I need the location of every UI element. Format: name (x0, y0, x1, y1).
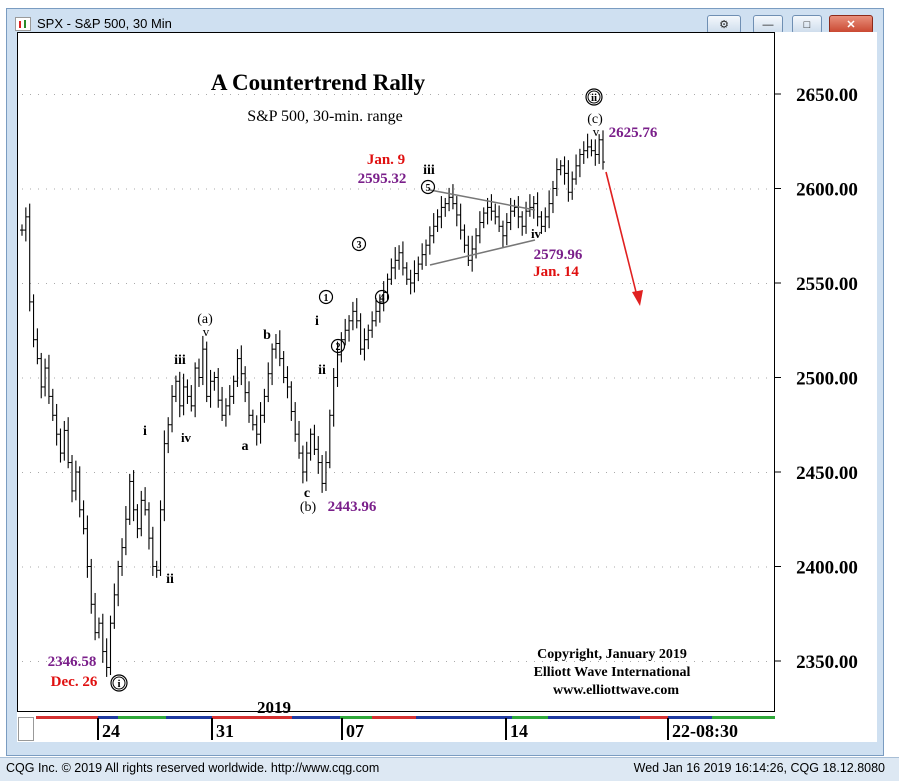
plot-area (17, 32, 775, 712)
window-title: SPX - S&P 500, 30 Min (37, 16, 172, 31)
price-axis (775, 32, 877, 712)
footer-timestamp: Wed Jan 16 2019 16:14:26, CQG 18.12.8080 (633, 761, 885, 775)
title-bar[interactable]: SPX - S&P 500, 30 Min ⚙ — □ ✕ (7, 9, 883, 39)
status-bar: CQG Inc. © 2019 All rights reserved worl… (0, 757, 899, 781)
axis-corner-box (18, 717, 34, 741)
date-axis (17, 712, 877, 742)
app-chart-icon (15, 17, 31, 31)
footer-copyright: CQG Inc. © 2019 All rights reserved worl… (6, 761, 380, 775)
